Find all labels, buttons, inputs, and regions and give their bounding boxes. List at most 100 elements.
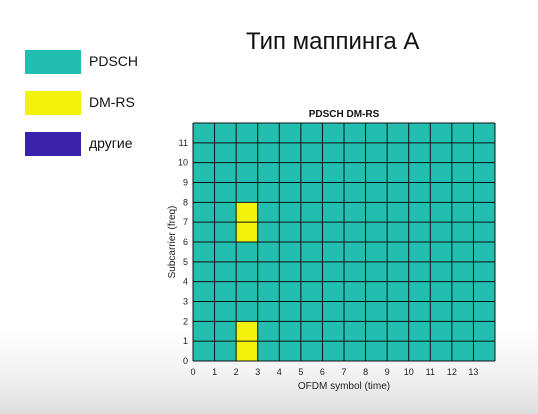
grid-cell-dmrs [236, 321, 258, 342]
y-tick-label: 10 [178, 158, 188, 168]
grid-cell-pdsch [279, 222, 301, 242]
grid-cell-pdsch [344, 142, 366, 163]
grid-cell-pdsch [214, 341, 237, 361]
grid-cell-pdsch [322, 261, 344, 282]
grid-cell-pdsch [387, 242, 409, 262]
grid-cell-pdsch [322, 142, 344, 163]
grid-cell-pdsch [300, 261, 323, 282]
grid-cell-pdsch [322, 301, 344, 322]
grid-cells [193, 123, 495, 361]
grid-cell-pdsch [430, 182, 452, 203]
grid-cell-pdsch [193, 321, 215, 342]
legend-label-other: другие [89, 135, 133, 151]
y-tick-label: 4 [183, 277, 188, 287]
grid-cell-pdsch [430, 281, 452, 302]
grid-cell-pdsch [279, 341, 301, 361]
grid-cell-pdsch [344, 202, 366, 223]
grid-cell-pdsch [451, 341, 474, 361]
grid-cell-pdsch [365, 123, 388, 143]
grid-cell-pdsch [193, 281, 215, 302]
grid-cell-pdsch [451, 142, 474, 163]
legend-swatch-other [25, 132, 81, 156]
x-tick-label: 0 [190, 367, 195, 377]
grid-cell-pdsch [214, 261, 237, 282]
grid-cell-pdsch [322, 222, 344, 242]
legend-swatch-dmrs [25, 91, 81, 115]
grid-cell-pdsch [451, 301, 474, 322]
grid-cell-pdsch [365, 222, 388, 242]
x-tick-label: 13 [468, 367, 478, 377]
y-tick-label: 7 [183, 217, 188, 227]
grid-cell-pdsch [214, 281, 237, 302]
grid-cell-pdsch [300, 301, 323, 322]
y-axis-ticks: 0 1 2 3 4 5 6 7 8 9 10 11 [178, 138, 188, 366]
grid-cell-pdsch [430, 162, 452, 183]
grid-cell-pdsch [451, 261, 474, 282]
grid-cell-pdsch [408, 242, 431, 262]
grid-cell-pdsch [214, 162, 237, 183]
grid-cell-pdsch [344, 341, 366, 361]
grid-cell-pdsch [279, 261, 301, 282]
grid-cell-pdsch [408, 162, 431, 183]
grid-cell-pdsch [257, 142, 280, 163]
slide-title: Тип маппинга А [246, 28, 420, 55]
grid-cell-pdsch [365, 301, 388, 322]
y-axis-label: Subcarrier (freq) [167, 206, 178, 279]
y-tick-label: 8 [183, 197, 188, 207]
x-tick-label: 6 [320, 367, 325, 377]
grid-cell-pdsch [408, 341, 431, 361]
grid-cell-pdsch [451, 162, 474, 183]
grid-cell-pdsch [473, 202, 495, 223]
y-tick-label: 5 [183, 257, 188, 267]
grid-cell-pdsch [279, 142, 301, 163]
x-tick-label: 10 [404, 367, 414, 377]
grid-cell-pdsch [300, 242, 323, 262]
grid-cell-pdsch [236, 301, 258, 322]
grid-cell-pdsch [257, 321, 280, 342]
grid-cell-pdsch [387, 261, 409, 282]
grid-cell-pdsch [257, 182, 280, 203]
grid-cell-pdsch [473, 261, 495, 282]
grid-cell-pdsch [193, 242, 215, 262]
grid-cell-pdsch [236, 242, 258, 262]
grid-cell-pdsch [344, 301, 366, 322]
grid-lines [192, 122, 496, 362]
grid-cell-pdsch [408, 321, 431, 342]
grid-cell-pdsch [322, 281, 344, 302]
grid-cell-pdsch [365, 261, 388, 282]
legend-swatch-pdsch [25, 50, 81, 74]
grid-cell-pdsch [344, 222, 366, 242]
grid-cell-pdsch [344, 182, 366, 203]
x-tick-label: 7 [341, 367, 346, 377]
grid-cell-pdsch [344, 321, 366, 342]
grid-cell-pdsch [387, 202, 409, 223]
grid-cell-pdsch [365, 142, 388, 163]
grid-cell-pdsch [430, 123, 452, 143]
grid-cell-pdsch [236, 182, 258, 203]
grid-cell-pdsch [473, 162, 495, 183]
grid-cell-pdsch [193, 261, 215, 282]
grid-cell-pdsch [257, 301, 280, 322]
x-tick-label: 8 [363, 367, 368, 377]
grid-cell-pdsch [408, 222, 431, 242]
grid-cell-pdsch [451, 202, 474, 223]
x-tick-label: 9 [385, 367, 390, 377]
grid-cell-pdsch [193, 202, 215, 223]
grid-cell-pdsch [193, 341, 215, 361]
grid-cell-pdsch [257, 281, 280, 302]
grid-cell-pdsch [430, 242, 452, 262]
grid-cell-pdsch [473, 301, 495, 322]
x-tick-label: 3 [255, 367, 260, 377]
grid-cell-dmrs [236, 222, 258, 242]
grid-cell-pdsch [300, 123, 323, 143]
grid-cell-pdsch [408, 261, 431, 282]
grid-cell-pdsch [473, 242, 495, 262]
grid-cell-pdsch [300, 142, 323, 163]
grid-cell-pdsch [387, 142, 409, 163]
y-tick-label: 1 [183, 336, 188, 346]
grid-cell-pdsch [279, 182, 301, 203]
grid-cell-pdsch [214, 242, 237, 262]
grid-cell-pdsch [387, 222, 409, 242]
chart-title: PDSCH DM-RS [309, 109, 380, 120]
grid-cell-pdsch [193, 301, 215, 322]
